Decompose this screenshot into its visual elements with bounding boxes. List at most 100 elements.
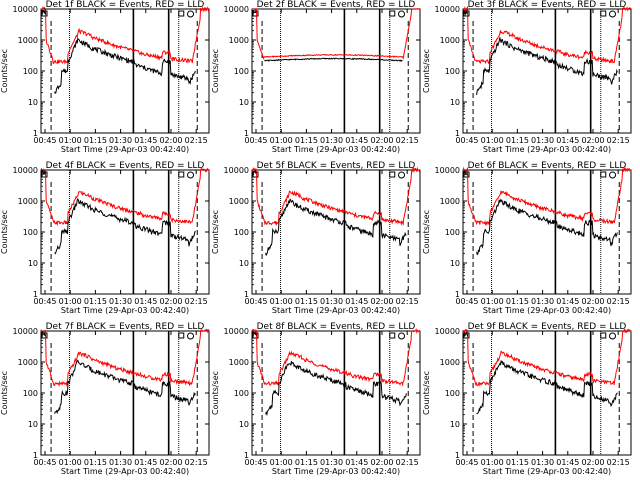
series-line-lld — [251, 7, 421, 60]
y-tick-label: 100 — [445, 228, 460, 237]
y-tick-label: 10 — [239, 420, 249, 429]
flag-circle — [609, 171, 617, 179]
flag-box — [178, 332, 185, 339]
chart-title: Det 7f BLACK = Events, RED = LLD — [46, 322, 205, 332]
x-axis-label: Start Time (29-Apr-03 00:42:40) — [483, 145, 611, 154]
series-line-lld — [462, 166, 632, 227]
x-tick-label: 00:45 — [455, 297, 478, 306]
x-tick-label: 02:00 — [159, 136, 182, 145]
series-line-events — [462, 170, 618, 256]
x-tick-label: 01:00 — [59, 297, 82, 306]
flag-circle — [398, 171, 406, 179]
x-tick-label: 02:00 — [159, 458, 182, 467]
x-tick-label: 00:45 — [244, 297, 267, 306]
series-line-lld — [251, 166, 421, 226]
series-line-events — [41, 9, 196, 94]
y-tick-label: 1000 — [440, 197, 460, 206]
x-axis-label: Start Time (29-Apr-03 00:42:40) — [272, 306, 400, 315]
x-tick-label: 01:15 — [506, 136, 529, 145]
x-tick-label: 00:45 — [33, 458, 56, 467]
y-tick-label: 1 — [33, 129, 38, 138]
flag-box — [600, 10, 607, 17]
y-tick-label: 1 — [244, 451, 249, 460]
y-tick-label: 100 — [234, 67, 249, 76]
y-tick-label: 100 — [445, 67, 460, 76]
flag-circle — [187, 332, 195, 340]
flag-circle — [398, 332, 406, 340]
y-axis-label: Counts/sec — [211, 371, 220, 415]
y-tick-label: 1 — [455, 129, 460, 138]
flag-box — [389, 332, 396, 339]
y-tick-label: 10000 — [224, 5, 249, 14]
x-tick-label: 01:45 — [345, 458, 368, 467]
flag-box — [600, 171, 607, 178]
x-tick-label: 01:00 — [481, 458, 504, 467]
x-tick-label: 01:15 — [84, 136, 107, 145]
series-line-events — [462, 9, 618, 96]
x-tick-label: 01:45 — [345, 297, 368, 306]
y-tick-label: 1 — [244, 129, 249, 138]
y-axis-label: Counts/sec — [0, 371, 9, 415]
x-tick-label: 02:00 — [581, 458, 604, 467]
y-tick-label: 10 — [28, 98, 38, 107]
series-line-lld — [251, 327, 421, 387]
y-tick-label: 100 — [445, 389, 460, 398]
panel-8: Det 8f BLACK = Events, RED = LLD 1 10 100 10… — [211, 322, 421, 476]
x-tick-label: 02:15 — [607, 458, 630, 467]
series-line-events — [40, 169, 196, 255]
x-tick-label: 01:30 — [320, 136, 343, 145]
x-tick-label: 00:45 — [33, 136, 56, 145]
x-tick-label: 01:00 — [270, 136, 293, 145]
chart-title: Det 3f BLACK = Events, RED = LLD — [468, 0, 627, 10]
x-tick-label: 00:45 — [244, 458, 267, 467]
x-tick-label: 02:00 — [159, 297, 182, 306]
y-axis-label: Counts/sec — [422, 371, 431, 415]
panel-5: Det 5f BLACK = Events, RED = LLD 1 10 100 10… — [211, 161, 421, 315]
chart-title: Det 9f BLACK = Events, RED = LLD — [468, 322, 627, 332]
x-tick-label: 02:00 — [581, 297, 604, 306]
flag-circle — [609, 10, 617, 18]
flag-circle — [398, 10, 406, 18]
y-tick-label: 1000 — [229, 197, 249, 206]
series-line-lld — [40, 167, 210, 227]
x-tick-label: 01:45 — [345, 136, 368, 145]
series-line-events — [252, 331, 407, 417]
panel-4: Det 4f BLACK = Events, RED = LLD 1 10 100 10… — [0, 161, 210, 315]
x-tick-label: 01:30 — [531, 136, 554, 145]
panel-9: Det 9f BLACK = Events, RED = LLD 1 10 100 10… — [422, 322, 632, 476]
x-tick-label: 01:15 — [506, 458, 529, 467]
y-tick-label: 10000 — [13, 166, 38, 175]
y-tick-label: 10 — [450, 98, 460, 107]
x-tick-label: 01:30 — [109, 297, 132, 306]
x-tick-label: 01:00 — [270, 458, 293, 467]
y-tick-label: 100 — [23, 228, 38, 237]
y-tick-label: 1000 — [440, 36, 460, 45]
x-tick-label: 02:15 — [185, 136, 208, 145]
panel-7: Det 7f BLACK = Events, RED = LLD 1 10 100 10… — [0, 322, 210, 476]
series-line-events — [251, 169, 407, 257]
y-axis-label: Counts/sec — [422, 49, 431, 93]
flag-circle — [187, 10, 195, 18]
x-axis-label: Start Time (29-Apr-03 00:42:40) — [61, 306, 189, 315]
x-tick-label: 02:15 — [396, 297, 419, 306]
flag-box — [178, 10, 185, 17]
series-line-events — [40, 330, 196, 415]
chart-title: Det 6f BLACK = Events, RED = LLD — [468, 161, 627, 171]
x-tick-label: 02:15 — [607, 136, 630, 145]
x-tick-label: 01:45 — [134, 136, 157, 145]
panel-3: Det 3f BLACK = Events, RED = LLD 1 10 100 10… — [422, 0, 632, 154]
x-axis-label: Start Time (29-Apr-03 00:42:40) — [61, 467, 189, 476]
x-axis-label: Start Time (29-Apr-03 00:42:40) — [483, 306, 611, 315]
y-tick-label: 1000 — [18, 36, 38, 45]
x-tick-label: 02:15 — [396, 136, 419, 145]
x-tick-label: 01:30 — [320, 297, 343, 306]
x-tick-label: 02:15 — [185, 297, 208, 306]
flag-circle — [187, 171, 195, 179]
y-tick-label: 10000 — [13, 5, 38, 14]
x-tick-label: 01:45 — [134, 458, 157, 467]
chart-title: Det 5f BLACK = Events, RED = LLD — [257, 161, 416, 171]
x-tick-label: 00:45 — [244, 136, 267, 145]
flag-box — [252, 10, 259, 17]
x-tick-label: 01:30 — [531, 458, 554, 467]
